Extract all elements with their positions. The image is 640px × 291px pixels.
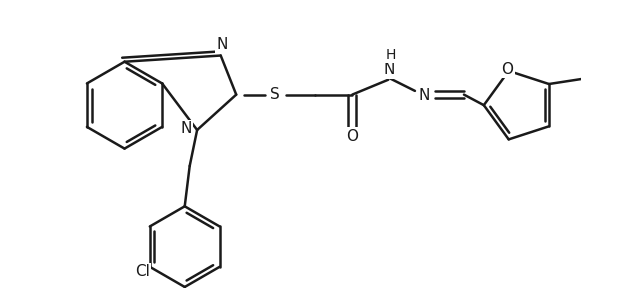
Text: N: N xyxy=(419,88,430,103)
Text: N: N xyxy=(180,121,191,136)
Text: H: H xyxy=(385,48,396,62)
Text: S: S xyxy=(271,87,280,102)
Text: N: N xyxy=(216,37,228,52)
Text: O: O xyxy=(346,129,358,144)
Text: N: N xyxy=(384,62,395,77)
Text: O: O xyxy=(502,62,513,77)
Text: Cl: Cl xyxy=(135,264,150,279)
